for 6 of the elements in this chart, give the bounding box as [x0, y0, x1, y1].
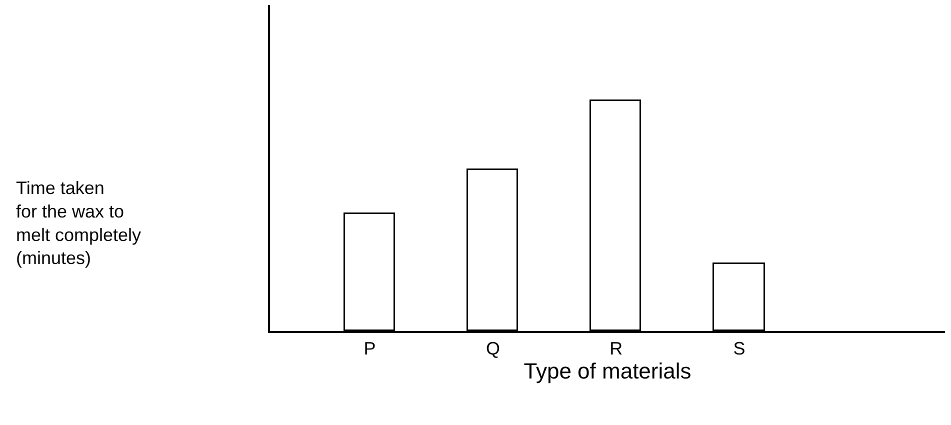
text: Time taken for the wax to melt completely (minutes) — [16, 178, 142, 268]
x-axis-title: Type of materials — [524, 358, 692, 384]
x-tick-label: Q — [486, 338, 500, 358]
x-tick-label: R — [610, 338, 623, 358]
x-tick-label: S — [733, 338, 746, 358]
x-tick-label: P — [364, 338, 376, 358]
